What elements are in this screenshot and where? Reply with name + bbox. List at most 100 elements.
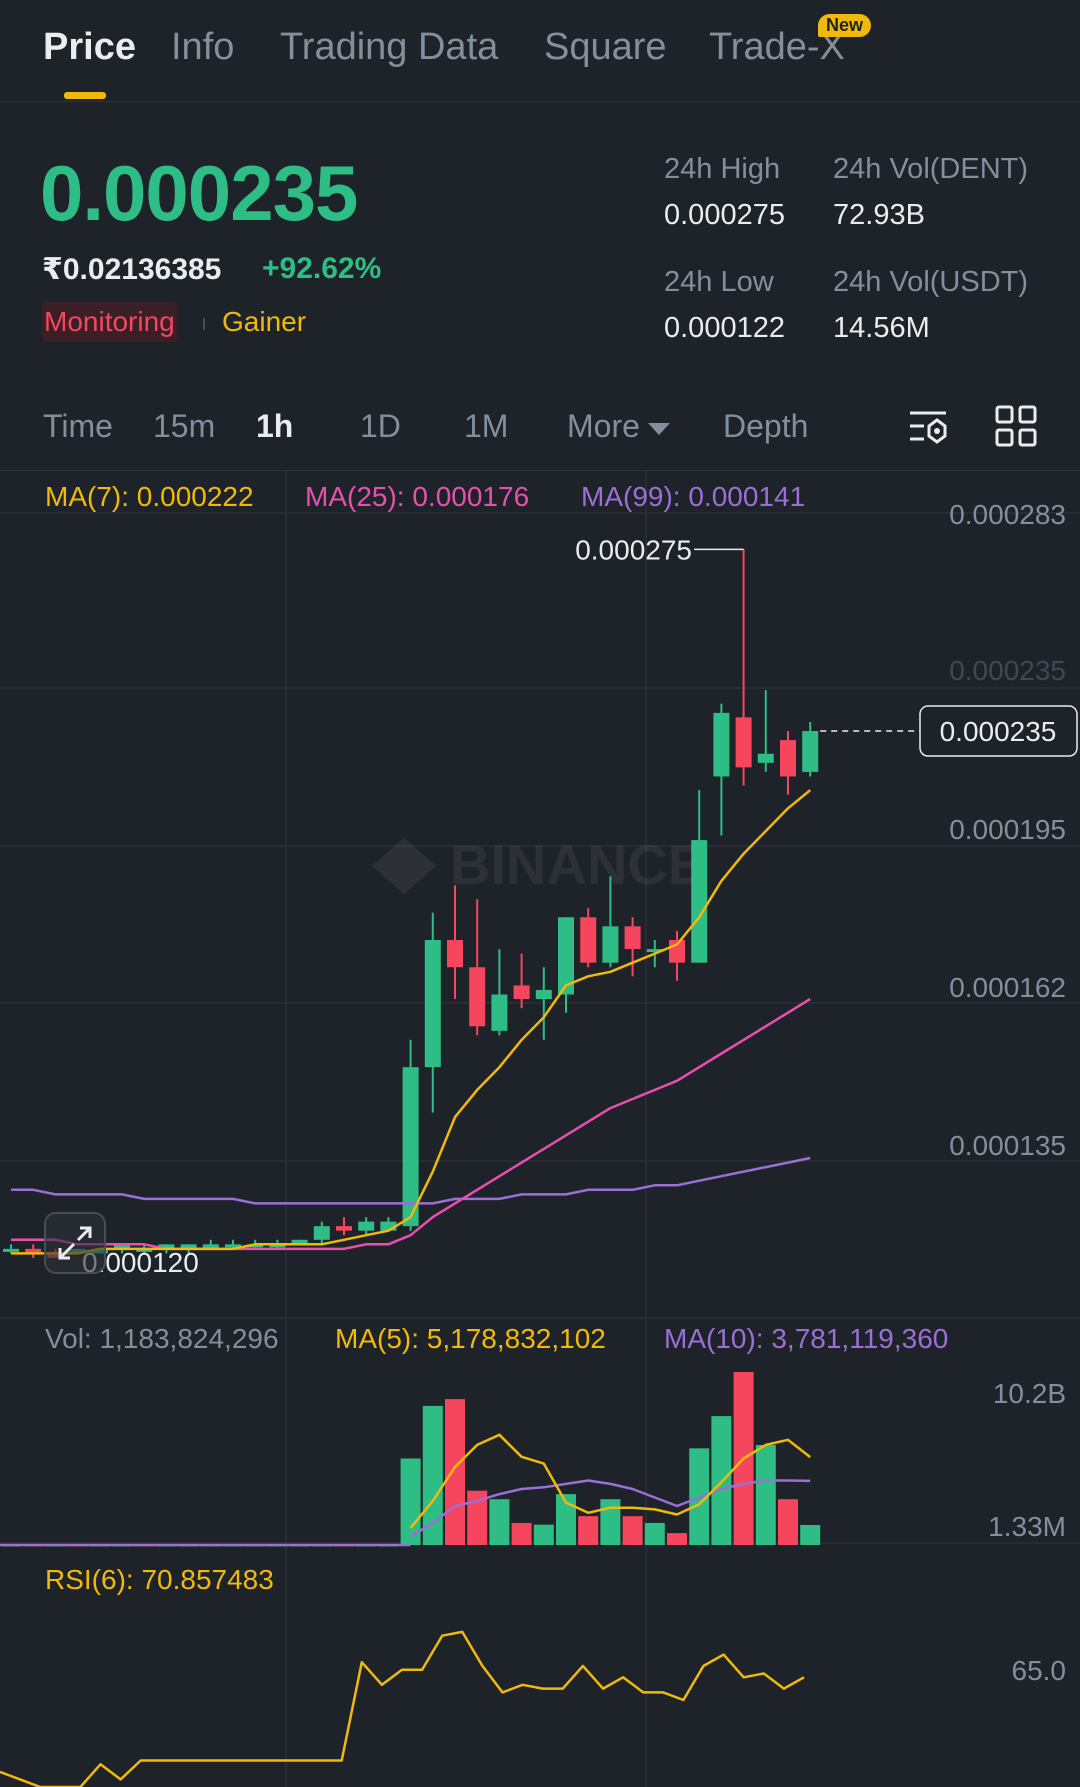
candle-body [624, 926, 641, 950]
interval-time[interactable]: Time [43, 408, 113, 444]
interval-1h[interactable]: 1h [256, 408, 294, 444]
rsi-legend: RSI(6): 70.857483 [45, 1564, 274, 1595]
volume-bar [556, 1494, 576, 1545]
volume-bar [511, 1522, 532, 1545]
volume-bar [755, 1444, 776, 1545]
top-tabs: Price Info Trading Data Square Trade-X N… [0, 0, 1080, 102]
high-label: 24h High [664, 153, 781, 185]
volume-bar [778, 1499, 798, 1545]
candle-body [735, 717, 752, 768]
price-axis-tick: 0.000135 [949, 1130, 1066, 1161]
interval-1m[interactable]: 1M [464, 408, 509, 444]
tag-divider [203, 318, 205, 330]
candle-body [114, 1244, 130, 1249]
ma99-line [11, 1156, 811, 1205]
volume-bar [578, 1516, 599, 1545]
interval-1d[interactable]: 1D [360, 408, 401, 444]
candle-body [447, 939, 463, 968]
candle-body [291, 1239, 308, 1245]
candle-body [424, 939, 441, 1068]
volume-ma10-line [409, 1479, 811, 1538]
price-change-percent: +92.62% [262, 252, 382, 285]
binance-watermark: BINANCE [372, 833, 705, 896]
price-axis-tick: 0.000162 [949, 972, 1066, 1003]
volume-bar [600, 1499, 621, 1545]
candle-body [646, 949, 663, 953]
candle-body [180, 1244, 197, 1249]
candle-body [269, 1244, 286, 1248]
low-value: 0.000122 [664, 312, 785, 344]
tab-square[interactable]: Square [544, 26, 667, 68]
ma7-legend: MA(7): 0.000222 [45, 481, 254, 512]
candle-body [691, 840, 708, 963]
depth-tab[interactable]: Depth [723, 408, 809, 444]
fullscreen-button[interactable] [44, 1212, 106, 1274]
interval-15m[interactable]: 15m [153, 408, 216, 444]
price-axis-tick: 0.000235 [949, 655, 1066, 686]
candle-body [402, 1067, 419, 1227]
vol-quote-label: 24h Vol(USDT) [833, 266, 1029, 298]
monitoring-tag[interactable]: Monitoring [42, 302, 177, 342]
caret-down-icon [647, 422, 670, 435]
high-marker-label: 0.000275 [575, 534, 692, 565]
candle-body [469, 967, 486, 1027]
last-price-label: 0.000235 [940, 716, 1057, 747]
candle-body [380, 1221, 397, 1231]
candle-body [757, 753, 774, 763]
volume-bar [800, 1524, 821, 1545]
tab-price[interactable]: Price [43, 26, 136, 68]
volume-bar [489, 1499, 510, 1545]
vol-base-label: 24h Vol(DENT) [833, 153, 1029, 185]
tab-trading-data[interactable]: Trading Data [280, 26, 499, 68]
active-tab-indicator [64, 92, 106, 99]
more-dropdown[interactable]: More [567, 408, 670, 445]
rsi-axis-tick: 65.0 [1012, 1655, 1067, 1686]
rsi-line [0, 1630, 805, 1787]
high-value: 0.000275 [664, 199, 785, 231]
ma99-legend: MA(99): 0.000141 [581, 481, 806, 512]
vol-base-value: 72.93B [833, 199, 925, 231]
candle-body [713, 712, 730, 777]
volume-bar [622, 1516, 643, 1545]
candle-body [802, 731, 819, 772]
inr-price: ₹0.02136385 [42, 253, 222, 286]
ma7-line [11, 789, 811, 1255]
volume-ma10-legend: MA(10): 3,781,119,360 [664, 1323, 949, 1354]
volume-ma5-line [409, 1433, 811, 1529]
candle-body [580, 917, 597, 963]
volume-bar [533, 1524, 554, 1545]
price-axis-tick: 0.000195 [949, 814, 1066, 845]
candle-body [313, 1226, 330, 1240]
volume-legend: Vol: 1,183,824,296 [45, 1323, 279, 1354]
candle-body [247, 1244, 264, 1248]
candle-body [535, 989, 552, 1000]
gainer-tag[interactable]: Gainer [222, 306, 307, 337]
tab-info[interactable]: Info [171, 26, 235, 68]
candle-body [336, 1226, 352, 1231]
svg-text:BINANCE: BINANCE [450, 833, 705, 896]
ma25-line [11, 997, 811, 1251]
candle-body [3, 1248, 19, 1252]
candle-body [358, 1221, 375, 1231]
candle-body [25, 1248, 42, 1254]
price-axis-tick: 0.000283 [949, 499, 1066, 530]
candle-body [202, 1244, 219, 1249]
volume-axis-tick: 10.2B [993, 1378, 1066, 1409]
volume-ma5-legend: MA(5): 5,178,832,102 [335, 1323, 606, 1354]
volume-bar [667, 1533, 687, 1545]
chart-settings-icon[interactable] [906, 404, 950, 448]
vol-quote-value: 14.56M [833, 312, 930, 344]
layout-grid-icon[interactable] [994, 404, 1038, 448]
last-price: 0.000235 [40, 149, 358, 237]
candle-body [602, 926, 619, 963]
more-label: More [567, 408, 640, 444]
candle-body [513, 985, 530, 1000]
candle-body [780, 740, 796, 777]
ma25-legend: MA(25): 0.000176 [305, 481, 530, 512]
volume-bar [644, 1522, 665, 1545]
volume-bar [467, 1490, 488, 1545]
candle-body [158, 1244, 175, 1249]
expand-arrows-icon [58, 1226, 92, 1260]
volume-bar [445, 1399, 465, 1545]
